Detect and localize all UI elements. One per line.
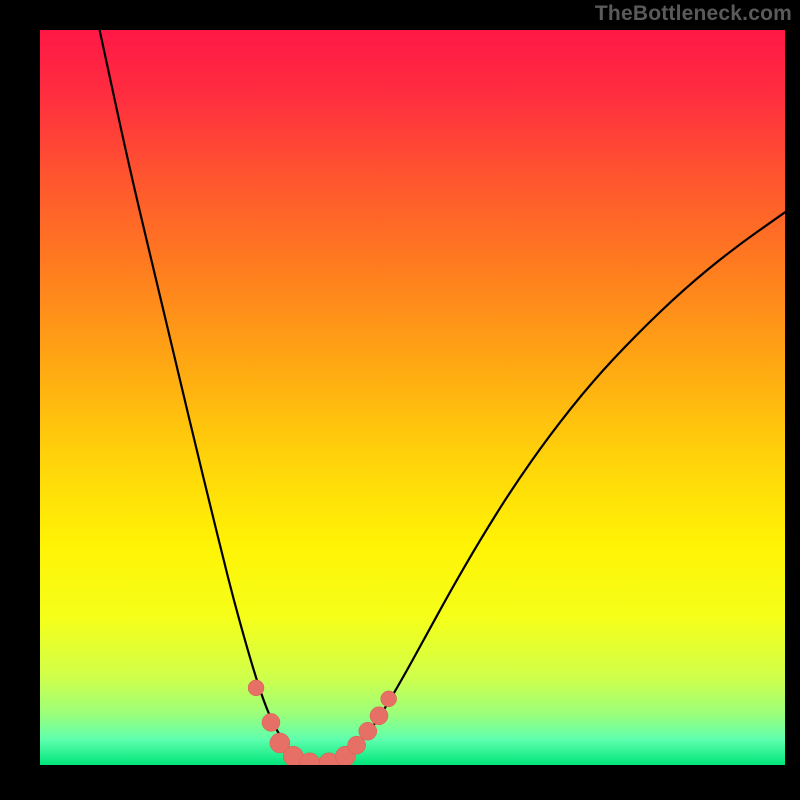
chart-background (40, 30, 785, 765)
watermark-text: TheBottleneck.com (595, 2, 792, 26)
plot-area (40, 30, 785, 765)
curve-marker (359, 722, 377, 740)
curve-marker (370, 707, 388, 725)
curve-marker (381, 691, 397, 707)
chart-svg (40, 30, 785, 765)
curve-marker (262, 713, 280, 731)
curve-marker (248, 680, 264, 696)
chart-frame: TheBottleneck.com (0, 0, 800, 800)
